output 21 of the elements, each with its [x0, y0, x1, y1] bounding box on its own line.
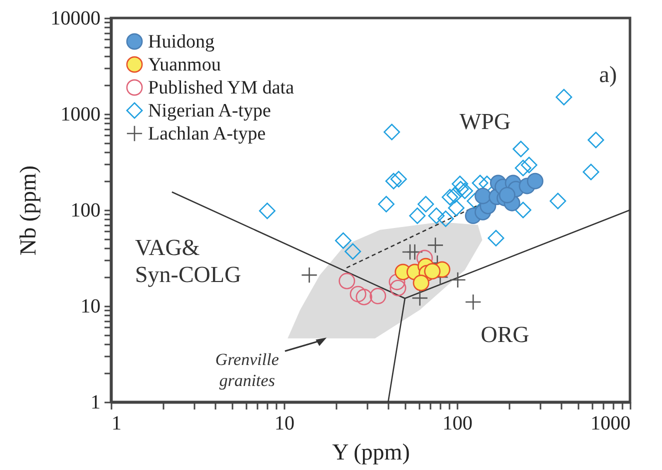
- legend-label: Huidong: [148, 32, 215, 52]
- annotation: VAG& Syn-COLG: [135, 235, 242, 287]
- y-axis-title: Nb (ppm): [16, 165, 40, 256]
- x-axis-title: Y (ppm): [332, 440, 410, 464]
- legend-label: Lachlan A-type: [148, 124, 266, 144]
- x-tick-label: 1000: [590, 412, 630, 434]
- annotation: Grenville granites: [215, 350, 280, 390]
- annotation: ORG: [480, 322, 530, 347]
- x-tick-label: 10: [274, 412, 294, 434]
- y-tick-label: 1: [90, 392, 100, 414]
- legend-label: Yuanmou: [148, 54, 222, 76]
- x-tick-label: 100: [442, 412, 472, 434]
- legend-label: Published YM data: [148, 78, 295, 98]
- y-tick-label: 1000: [60, 104, 100, 126]
- y-tick-label: 100: [70, 200, 100, 222]
- annotation: WPG: [459, 109, 511, 134]
- y-tick-label: 10000: [50, 8, 100, 30]
- legend-label: Nigerian A-type: [148, 100, 271, 122]
- x-tick-label: 1: [112, 412, 122, 434]
- annotation: a): [599, 62, 617, 87]
- y-tick-label: 10: [80, 296, 100, 318]
